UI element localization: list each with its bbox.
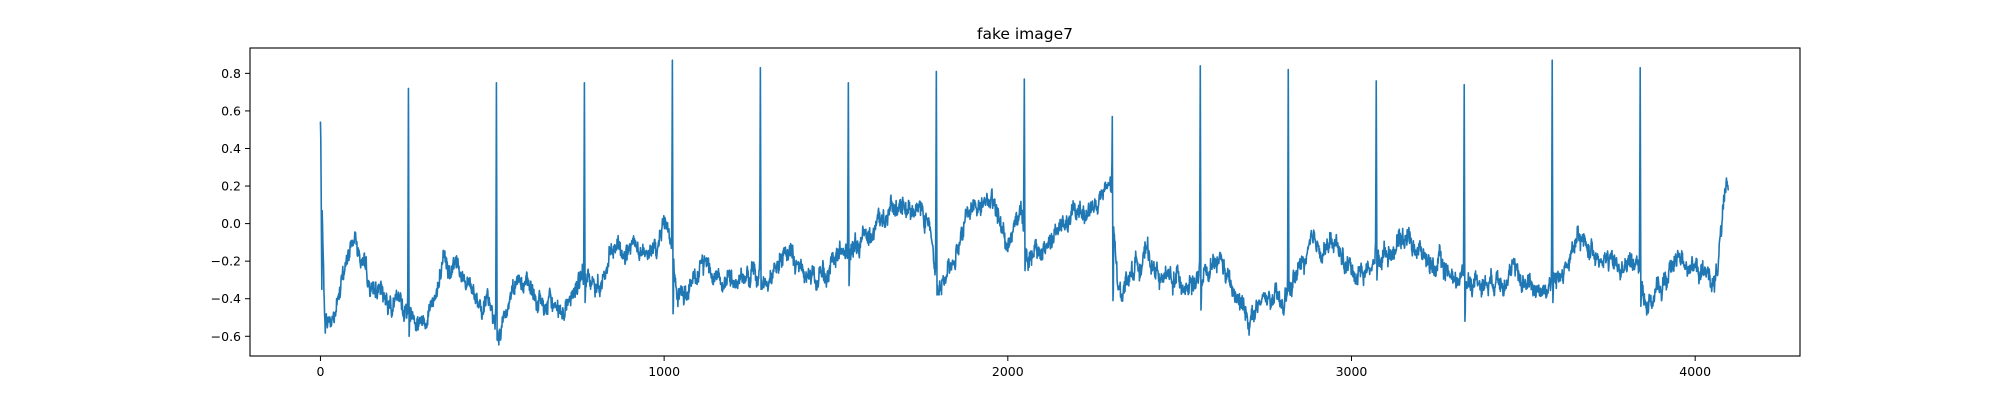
y-tick-label: −0.2 [211, 254, 241, 269]
plot-frame [249, 47, 1801, 357]
y-tick-label: 0.2 [221, 179, 241, 194]
x-tick-label: 1000 [648, 364, 680, 379]
chart-title: fake image7 [977, 25, 1073, 43]
y-tick-label: −0.6 [211, 329, 241, 344]
x-tick-label: 0 [316, 364, 324, 379]
x-axis: 0 1000 2000 3000 4000 [316, 356, 1711, 379]
x-tick-label: 2000 [992, 364, 1024, 379]
y-tick-label: −0.4 [211, 291, 241, 306]
series-line [319, 59, 1729, 346]
plot-area: 0 1000 2000 3000 4000 −0.6 −0.4 −0.2 0.0 0.2 0.4 0… [211, 47, 1801, 379]
y-axis: −0.6 −0.4 −0.2 0.0 0.2 0.4 0.6 0.8 [211, 66, 250, 344]
y-tick-label: 0.4 [221, 141, 241, 156]
y-tick-label: 0.6 [221, 103, 241, 118]
y-tick-label: 0.8 [221, 66, 241, 81]
y-tick-label: 0.0 [221, 216, 241, 231]
x-tick-label: 4000 [1679, 364, 1711, 379]
x-tick-label: 3000 [1336, 364, 1368, 379]
